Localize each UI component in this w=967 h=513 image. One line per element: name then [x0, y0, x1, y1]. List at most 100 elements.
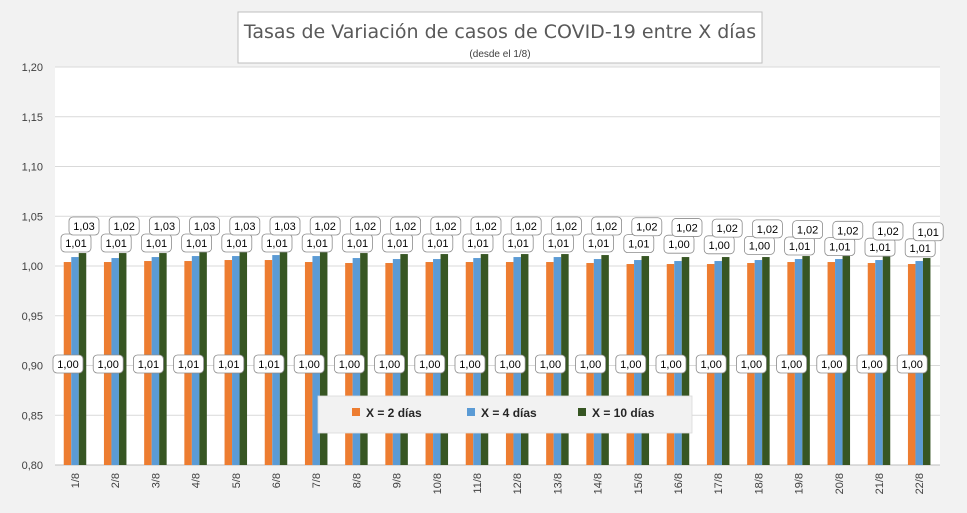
data-label: 1,01	[218, 359, 239, 371]
data-label: 1,00	[298, 359, 319, 371]
data-label: 1,01	[387, 238, 408, 250]
data-label-box	[655, 354, 687, 374]
data-label: 1,02	[314, 221, 335, 233]
x-tick-label: 13/8	[552, 473, 564, 494]
data-label: 1,01	[186, 238, 207, 250]
data-label-box	[333, 354, 365, 374]
legend-box	[317, 395, 693, 434]
data-label-box	[430, 216, 462, 236]
data-label: 1,00	[781, 359, 802, 371]
data-label: 1,00	[499, 359, 520, 371]
x-tick-label: 11/8	[472, 473, 484, 494]
data-label-box	[494, 354, 526, 374]
data-label: 1,02	[716, 223, 737, 235]
data-label: 1,01	[266, 238, 287, 250]
data-label: 1,00	[668, 239, 689, 251]
data-label-box	[229, 216, 261, 236]
data-label-box	[510, 216, 542, 236]
data-label-box	[454, 354, 486, 374]
legend-swatch	[467, 408, 475, 416]
x-tick-label: 10/8	[432, 473, 444, 494]
chart-subtitle: (desde el 1/8)	[469, 49, 530, 60]
x-tick-label: 18/8	[753, 473, 765, 494]
data-label: 1,02	[636, 222, 657, 234]
data-label-box	[293, 354, 325, 374]
data-label-box	[695, 354, 727, 374]
x-tick-label: 15/8	[633, 473, 645, 494]
legend-label: X = 4 días	[481, 406, 537, 420]
data-label: 1,02	[676, 222, 697, 234]
x-tick-label: 7/8	[311, 473, 323, 488]
data-label: 1,03	[234, 221, 255, 233]
data-label: 1,02	[113, 221, 134, 233]
data-label: 1,01	[306, 238, 327, 250]
data-label-box	[132, 354, 164, 374]
legend-label: X = 10 días	[592, 406, 655, 420]
data-label: 1,00	[540, 359, 561, 371]
data-label: 1,02	[877, 226, 898, 238]
data-label: 1,00	[97, 359, 118, 371]
data-label-box	[816, 354, 848, 374]
data-label: 1,01	[427, 238, 448, 250]
data-label: 1,01	[869, 242, 890, 254]
y-tick-label: 1,20	[22, 62, 43, 74]
data-label-box	[414, 354, 446, 374]
data-label: 1,03	[194, 221, 215, 233]
y-tick-label: 0,85	[22, 410, 43, 422]
data-label-box	[68, 216, 100, 236]
data-label: 1,00	[901, 359, 922, 371]
data-label-box	[711, 218, 743, 238]
data-label: 1,01	[146, 238, 167, 250]
legend-label: X = 2 días	[366, 406, 422, 420]
data-label-box	[374, 354, 406, 374]
data-label: 1,00	[749, 240, 770, 252]
data-label: 1,02	[515, 221, 536, 233]
data-label: 1,01	[138, 359, 159, 371]
data-label-box	[148, 216, 180, 236]
data-label: 1,00	[57, 359, 78, 371]
data-label-box	[551, 216, 582, 236]
x-tick-label: 17/8	[713, 473, 725, 494]
title-box	[237, 11, 763, 64]
data-label: 1,01	[467, 238, 488, 250]
data-label-box	[349, 216, 381, 236]
data-label-box	[792, 220, 823, 240]
data-label-box	[752, 219, 783, 239]
x-tick-label: 2/8	[110, 473, 122, 488]
data-label-box	[269, 216, 301, 236]
data-label: 1,02	[757, 224, 778, 236]
data-label: 1,00	[700, 359, 721, 371]
data-label: 1,02	[596, 221, 617, 233]
data-label: 1,01	[347, 238, 368, 250]
data-label: 1,02	[395, 221, 416, 233]
data-label-box	[309, 216, 341, 236]
y-tick-label: 0,95	[22, 311, 43, 323]
data-label-box	[776, 354, 807, 374]
data-label-box	[912, 222, 944, 242]
x-tick-label: 21/8	[874, 473, 886, 494]
data-label: 1,03	[154, 221, 175, 233]
data-label: 1,01	[909, 243, 930, 255]
data-label: 1,01	[226, 238, 247, 250]
data-label: 1,02	[355, 221, 376, 233]
x-tick-label: 16/8	[673, 473, 685, 494]
data-label: 1,01	[829, 242, 850, 254]
data-label: 1,00	[708, 240, 729, 252]
data-label-box	[253, 354, 285, 374]
data-label-box	[736, 354, 767, 374]
x-tick-label: 9/8	[392, 473, 404, 488]
data-label-box	[856, 354, 888, 374]
data-label: 1,02	[837, 225, 858, 237]
x-tick-label: 20/8	[834, 473, 846, 494]
legend: X = 2 días X = 4 días X = 10 días	[317, 395, 693, 434]
y-tick-label: 0,80	[22, 460, 43, 472]
data-label: 1,00	[419, 359, 440, 371]
data-label: 1,02	[475, 221, 496, 233]
data-label: 1,02	[556, 221, 577, 233]
data-label-box	[213, 354, 245, 374]
data-label: 1,01	[65, 238, 86, 250]
x-tick-label: 6/8	[271, 473, 283, 488]
data-label: 1,00	[459, 359, 480, 371]
chart-title: Tasas de Variación de casos de COVID-19 …	[243, 21, 756, 43]
